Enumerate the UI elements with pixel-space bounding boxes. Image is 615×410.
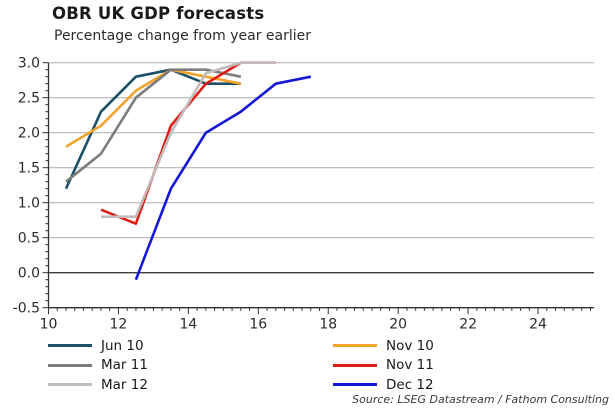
- x-tick-label: 16: [249, 317, 267, 333]
- x-tick-label: 14: [179, 317, 197, 333]
- series-line-mar-11: [65, 68, 242, 183]
- legend-label-dec-12: Dec 12: [386, 376, 434, 393]
- y-tick-label: 0.5: [18, 231, 40, 247]
- y-tick-label: -0.5: [13, 301, 40, 317]
- legend-label-mar-12: Mar 12: [101, 376, 148, 393]
- x-tick-label: 12: [110, 317, 128, 333]
- legend-label-jun-10: Jun 10: [101, 337, 144, 354]
- legend-swatch-dec-12: [333, 383, 377, 387]
- chart-title: OBR UK GDP forecasts: [52, 4, 265, 23]
- legend-column-right: Nov 10 Nov 11 Dec 12: [333, 336, 434, 395]
- legend-swatch-nov-11: [333, 363, 377, 367]
- chart-subtitle: Percentage change from year earlier: [54, 28, 311, 44]
- legend-column-left: Jun 10 Mar 11 Mar 12: [48, 336, 148, 395]
- legend-item-nov-10: Nov 10: [333, 336, 434, 356]
- x-tick-label: 22: [459, 317, 477, 333]
- x-tick-label: 24: [529, 317, 547, 333]
- series-line-jun-10: [64, 68, 241, 190]
- y-tick-label: 2.0: [18, 126, 40, 142]
- source-note: Source: LSEG Datastream / Fathom Consult…: [352, 393, 609, 406]
- legend-label-nov-10: Nov 10: [386, 337, 434, 354]
- x-tick-label: 10: [40, 317, 58, 333]
- legend-item-jun-10: Jun 10: [48, 336, 148, 356]
- legend: Jun 10 Mar 11 Mar 12 Nov 10 Nov 11 Dec 12: [0, 336, 615, 396]
- line-chart: -0.5 0.0 0.5 1.0 1.5 2.0 2.5 3.0 10 12 14 16 18 20 22 2…: [13, 56, 594, 333]
- legend-label-mar-11: Mar 11: [101, 357, 148, 374]
- series-line-nov-10: [65, 68, 242, 148]
- legend-item-nov-11: Nov 11: [333, 356, 434, 376]
- y-tick-label: 1.0: [18, 196, 40, 212]
- y-tick-label: 2.5: [18, 91, 40, 107]
- plot-area: -0.5 0.0 0.5 1.0 1.5 2.0 2.5 3.0 10 12 14 16 18 20 22 2…: [0, 46, 615, 334]
- legend-swatch-jun-10: [48, 344, 92, 348]
- legend-swatch-mar-11: [48, 363, 92, 367]
- legend-swatch-nov-10: [333, 344, 377, 348]
- y-tick-label: 3.0: [18, 56, 40, 72]
- x-tick-label: 18: [319, 317, 337, 333]
- legend-label-nov-11: Nov 11: [386, 357, 434, 374]
- legend-item-mar-11: Mar 11: [48, 356, 148, 376]
- legend-item-mar-12: Mar 12: [48, 375, 148, 395]
- series-line-dec-12: [134, 75, 312, 281]
- y-tick-label: 1.5: [18, 161, 40, 177]
- legend-item-dec-12: Dec 12: [333, 375, 434, 395]
- x-tick-label: 20: [389, 317, 407, 333]
- y-tick-label: 0.0: [18, 266, 40, 282]
- legend-swatch-mar-12: [48, 383, 92, 387]
- series-line-mar-12: [101, 61, 276, 218]
